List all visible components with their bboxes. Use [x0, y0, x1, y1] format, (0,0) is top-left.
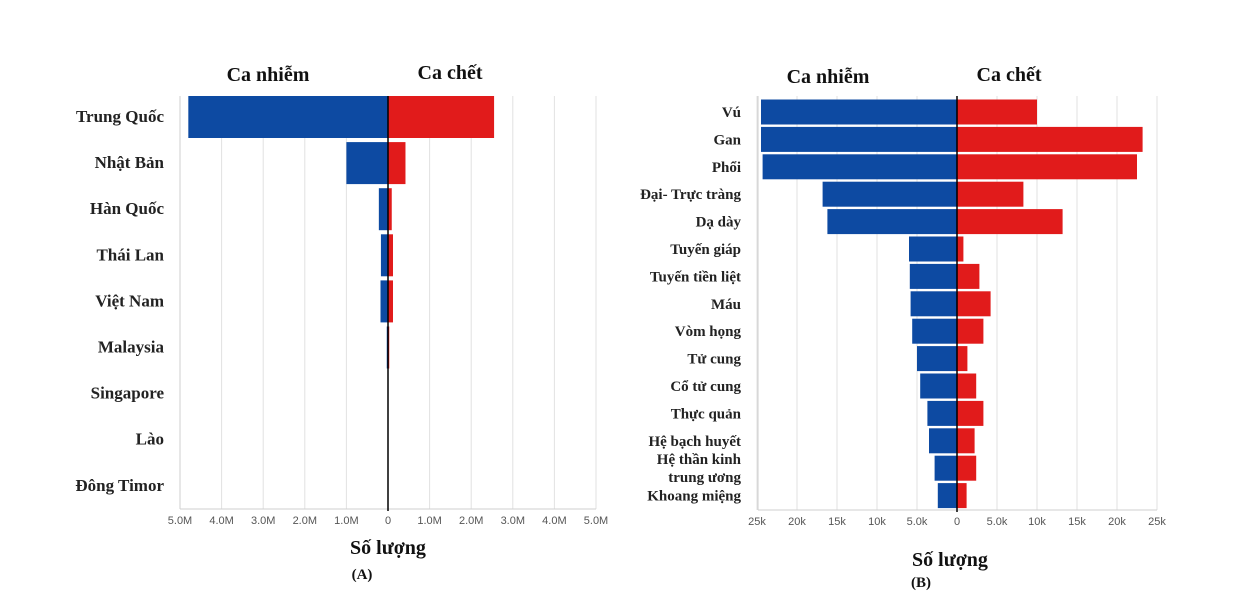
x-tick-label: 4.0M	[542, 515, 566, 527]
category-label-co-tu-cung: Cổ tử cung	[670, 379, 741, 395]
category-label-da-day: Dạ dày	[696, 215, 742, 231]
x-tick-label: 5.0k	[907, 516, 928, 528]
bar-infected-vu	[761, 99, 957, 125]
x-tick-label: 25k	[748, 516, 766, 528]
panel-b-left-header: Ca nhiễm	[787, 66, 870, 88]
bar-infected-vom-hong	[912, 318, 957, 344]
category-label-viet-nam: Việt Nam	[95, 291, 164, 310]
bar-deaths-mau	[957, 291, 991, 317]
panel-a: Trung Quốc Nhật Bản Hàn Quốc Thái Lan Việt N…	[75, 62, 608, 583]
panel-b: Vú Gan Phổi Đại- Trực tràng Dạ dày Tuyến giáp…	[640, 64, 1166, 591]
bar-infected-viet-nam	[380, 280, 388, 323]
x-tick-label: 15k	[1068, 516, 1086, 528]
bar-deaths-gan	[957, 126, 1143, 152]
x-tick-label: 1.0M	[334, 515, 358, 527]
x-tick-label: 10k	[1028, 516, 1046, 528]
bar-infected-mau	[910, 291, 957, 317]
category-label-dong-timor: Đông Timor	[75, 476, 164, 495]
bar-infected-nhat-ban	[346, 142, 388, 185]
bar-deaths-thuc-quan	[957, 400, 984, 426]
bar-infected-da-day	[827, 209, 957, 235]
bar-deaths-co-tu-cung	[957, 373, 977, 399]
bar-deaths-viet-nam	[388, 280, 393, 323]
category-label-khoang-mieng: Khoang miệng	[647, 489, 741, 505]
bar-deaths-tuyen-tien-liet	[957, 263, 980, 289]
category-label-thai-lan: Thái Lan	[96, 245, 164, 264]
bar-deaths-vu	[957, 99, 1037, 125]
category-label-tu-cung: Tử cung	[687, 352, 741, 368]
category-label-singapore: Singapore	[91, 384, 165, 403]
bar-deaths-he-bach-huyet	[957, 428, 975, 454]
panel-a-left-header: Ca nhiễm	[227, 64, 310, 86]
x-tick-label: 4.0M	[209, 515, 233, 527]
bar-deaths-tuyen-giap	[957, 236, 964, 262]
category-label-tuyen-giap: Tuyến giáp	[670, 242, 741, 258]
bar-infected-dai-truc-trang	[822, 181, 957, 207]
bar-deaths-da-day	[957, 209, 1063, 235]
x-tick-label: 0	[954, 516, 960, 528]
category-label-dai-truc-trang: Đại- Trực tràng	[640, 187, 741, 203]
category-label-malaysia: Malaysia	[98, 338, 165, 357]
bar-infected-gan	[761, 126, 957, 152]
bar-infected-tuyen-giap	[909, 236, 957, 262]
bar-deaths-phoi	[957, 154, 1137, 180]
panel-a-right-header: Ca chết	[418, 62, 483, 84]
bar-deaths-han-quoc	[388, 188, 392, 231]
category-label-he-than-kinh-trung-uong: Hệ thần kinh trung ương	[657, 452, 742, 486]
category-label-mau: Máu	[711, 297, 741, 313]
bar-infected-phoi	[762, 154, 957, 180]
panel-a-label: (A)	[352, 567, 373, 583]
bar-deaths-he-than-kinh-trung-uong	[957, 455, 977, 481]
category-label-gan: Gan	[713, 132, 741, 148]
x-tick-label: 2.0M	[459, 515, 483, 527]
bar-infected-tuyen-tien-liet	[909, 263, 957, 289]
x-tick-label: 5.0k	[987, 516, 1008, 528]
bar-deaths-dai-truc-trang	[957, 181, 1024, 207]
bar-infected-thuc-quan	[927, 400, 957, 426]
bar-infected-he-than-kinh-trung-uong	[934, 455, 957, 481]
bar-infected-trung-quoc	[188, 96, 388, 138]
category-label-lao: Lào	[136, 430, 164, 449]
x-tick-label: 0	[385, 515, 391, 527]
category-label-tuyen-tien-liet: Tuyến tiền liệt	[650, 269, 741, 285]
bar-infected-han-quoc	[378, 188, 388, 231]
x-tick-label: 3.0M	[501, 515, 525, 527]
panel-a-x-axis-label: Số lượng	[350, 537, 426, 559]
bar-deaths-nhat-ban	[388, 142, 406, 185]
category-label-han-quoc: Hàn Quốc	[90, 199, 165, 218]
bar-deaths-tu-cung	[957, 346, 968, 372]
bar-infected-tu-cung	[917, 346, 957, 372]
bar-infected-khoang-mieng	[937, 483, 957, 509]
bar-deaths-thai-lan	[388, 234, 393, 277]
category-label-vom-hong: Vòm họng	[675, 324, 742, 340]
category-label-phoi: Phổi	[712, 160, 741, 176]
bar-infected-thai-lan	[380, 234, 388, 277]
panel-b-x-axis-label: Số lượng	[912, 549, 988, 571]
x-tick-label: 3.0M	[251, 515, 275, 527]
panel-b-label: (B)	[911, 575, 931, 591]
bar-deaths-vom-hong	[957, 318, 984, 344]
bar-deaths-khoang-mieng	[957, 483, 967, 509]
category-label-trung-quoc: Trung Quốc	[76, 107, 164, 126]
x-tick-label: 15k	[828, 516, 846, 528]
x-tick-label: 2.0M	[293, 515, 317, 527]
category-label-vu: Vú	[722, 105, 741, 121]
x-tick-label: 10k	[868, 516, 886, 528]
x-tick-label: 5.0M	[584, 515, 608, 527]
panel-b-right-header: Ca chết	[977, 64, 1042, 86]
bar-deaths-trung-quoc	[388, 96, 495, 138]
x-tick-label: 5.0M	[168, 515, 192, 527]
bar-infected-he-bach-huyet	[929, 428, 957, 454]
category-label-nhat-ban: Nhật Bản	[95, 153, 165, 172]
bar-infected-co-tu-cung	[920, 373, 957, 399]
category-label-he-bach-huyet: Hệ bạch huyết	[648, 434, 741, 450]
x-tick-label: 25k	[1148, 516, 1166, 528]
x-tick-label: 1.0M	[417, 515, 441, 527]
x-tick-label: 20k	[1108, 516, 1126, 528]
x-tick-label: 20k	[788, 516, 806, 528]
category-label-thuc-quan: Thực quản	[671, 406, 742, 422]
